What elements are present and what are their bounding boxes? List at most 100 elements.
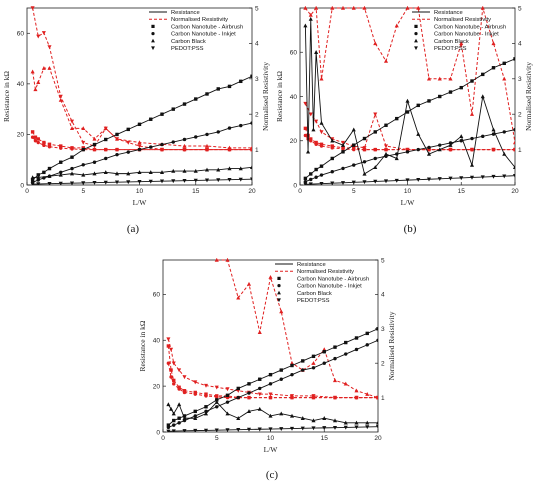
- y2-tick-label: 3: [518, 76, 522, 83]
- resistance-point: [47, 166, 52, 171]
- resistance-point: [193, 168, 198, 173]
- resistivity-point: [81, 126, 86, 131]
- x-tick-label: 15: [321, 435, 329, 442]
- resistance-point: [289, 413, 295, 418]
- y2-tick-label: 1: [381, 395, 385, 402]
- resistivity-line-triangle-down: [304, 103, 515, 151]
- resistivity-point: [268, 395, 273, 400]
- resistance-point: [81, 172, 86, 177]
- resistance-point: [246, 427, 252, 432]
- resistivity-point: [309, 137, 313, 141]
- resistance-point: [249, 177, 252, 182]
- resistivity-point: [268, 392, 273, 397]
- resistivity-point: [36, 137, 40, 141]
- resistance-point: [239, 79, 243, 84]
- resistance-point: [193, 178, 198, 183]
- resistivity-point: [268, 274, 273, 279]
- legend-marker: [277, 290, 281, 295]
- x-tick-label: 0: [161, 435, 165, 442]
- resistance-point: [182, 137, 187, 142]
- resistance-point: [205, 92, 209, 96]
- resistivity-point: [204, 143, 210, 148]
- resistance-point: [354, 347, 359, 352]
- resistance-point: [332, 425, 338, 430]
- resistance-point: [126, 180, 131, 185]
- resistance-point: [365, 425, 370, 430]
- legend-marker: [151, 46, 155, 51]
- y2-axis-label: Normalised Resistivity: [387, 311, 396, 380]
- resistance-point: [166, 402, 171, 407]
- resistance-point: [416, 177, 421, 182]
- resistance-point: [182, 414, 187, 418]
- x-tick-label: 5: [352, 188, 356, 195]
- resistivity-point: [314, 119, 319, 124]
- resistance-point: [149, 117, 153, 121]
- resistance-point: [92, 142, 97, 147]
- resistivity-point: [177, 385, 181, 389]
- y-axis-label: Resistance in kΩ: [2, 71, 11, 122]
- resistivity-point: [114, 137, 120, 142]
- resistivity-point: [81, 146, 85, 150]
- resistance-point: [227, 126, 232, 130]
- resistivity-line-circle: [32, 136, 252, 151]
- resistivity-point: [383, 58, 389, 63]
- y2-tick-label: 3: [381, 326, 385, 333]
- resistivity-line-triangle: [304, 6, 515, 143]
- resistance-point: [341, 150, 345, 154]
- y-tick-label: 60: [290, 50, 298, 57]
- resistance-point: [238, 177, 243, 182]
- resistivity-point: [33, 135, 38, 139]
- resistance-point: [268, 427, 273, 432]
- resistance-point: [279, 427, 284, 431]
- resistivity-point: [59, 146, 63, 150]
- resistance-point: [340, 181, 346, 185]
- resistance-point: [279, 368, 283, 372]
- resistance-point: [459, 176, 464, 181]
- legend-marker: [414, 38, 418, 43]
- resistance-point: [426, 151, 432, 156]
- resistance-point: [491, 127, 496, 132]
- resistivity-point: [332, 395, 338, 400]
- resistivity-point: [319, 76, 324, 81]
- resistivity-point: [172, 378, 176, 383]
- resistivity-point: [491, 41, 496, 46]
- resistance-point: [343, 425, 348, 430]
- resistivity-point: [92, 147, 97, 152]
- resistance-point: [216, 167, 221, 172]
- resistance-point: [416, 147, 420, 152]
- resistivity-point: [227, 147, 232, 152]
- resistivity-point: [177, 387, 181, 391]
- resistivity-point: [332, 378, 338, 383]
- resistivity-point: [340, 6, 346, 10]
- resistance-point: [470, 79, 474, 83]
- y-tick-label: 20: [17, 132, 25, 139]
- y2-tick-label: 5: [518, 5, 522, 12]
- resistance-point: [480, 94, 485, 99]
- resistance-point: [303, 182, 308, 185]
- resistivity-point: [36, 140, 40, 145]
- resistance-point: [322, 426, 327, 431]
- resistivity-point: [30, 135, 35, 139]
- resistance-point: [182, 102, 187, 106]
- resistance-point: [137, 122, 142, 127]
- resistance-point: [375, 420, 378, 425]
- x-axis-label: L/W: [401, 198, 416, 207]
- resistance-point: [69, 181, 75, 185]
- resistivity-point: [203, 383, 209, 388]
- resistivity-point: [215, 395, 219, 399]
- resistivity-point: [193, 392, 197, 396]
- resistance-point: [225, 411, 230, 416]
- legend-entry: Carbon Nanotube - Airbrush: [171, 24, 243, 30]
- resistivity-point: [36, 80, 41, 85]
- resistivity-point: [426, 147, 432, 152]
- resistance-point: [502, 61, 506, 66]
- resistance-point: [104, 137, 108, 142]
- resistance-point: [319, 173, 324, 177]
- resistivity-point: [30, 130, 35, 134]
- resistance-point: [166, 423, 171, 427]
- legend-marker: [151, 31, 155, 36]
- resistance-point: [362, 136, 367, 141]
- resistivity-point: [341, 147, 345, 151]
- resistance-point: [42, 170, 46, 175]
- resistivity-point: [469, 111, 475, 116]
